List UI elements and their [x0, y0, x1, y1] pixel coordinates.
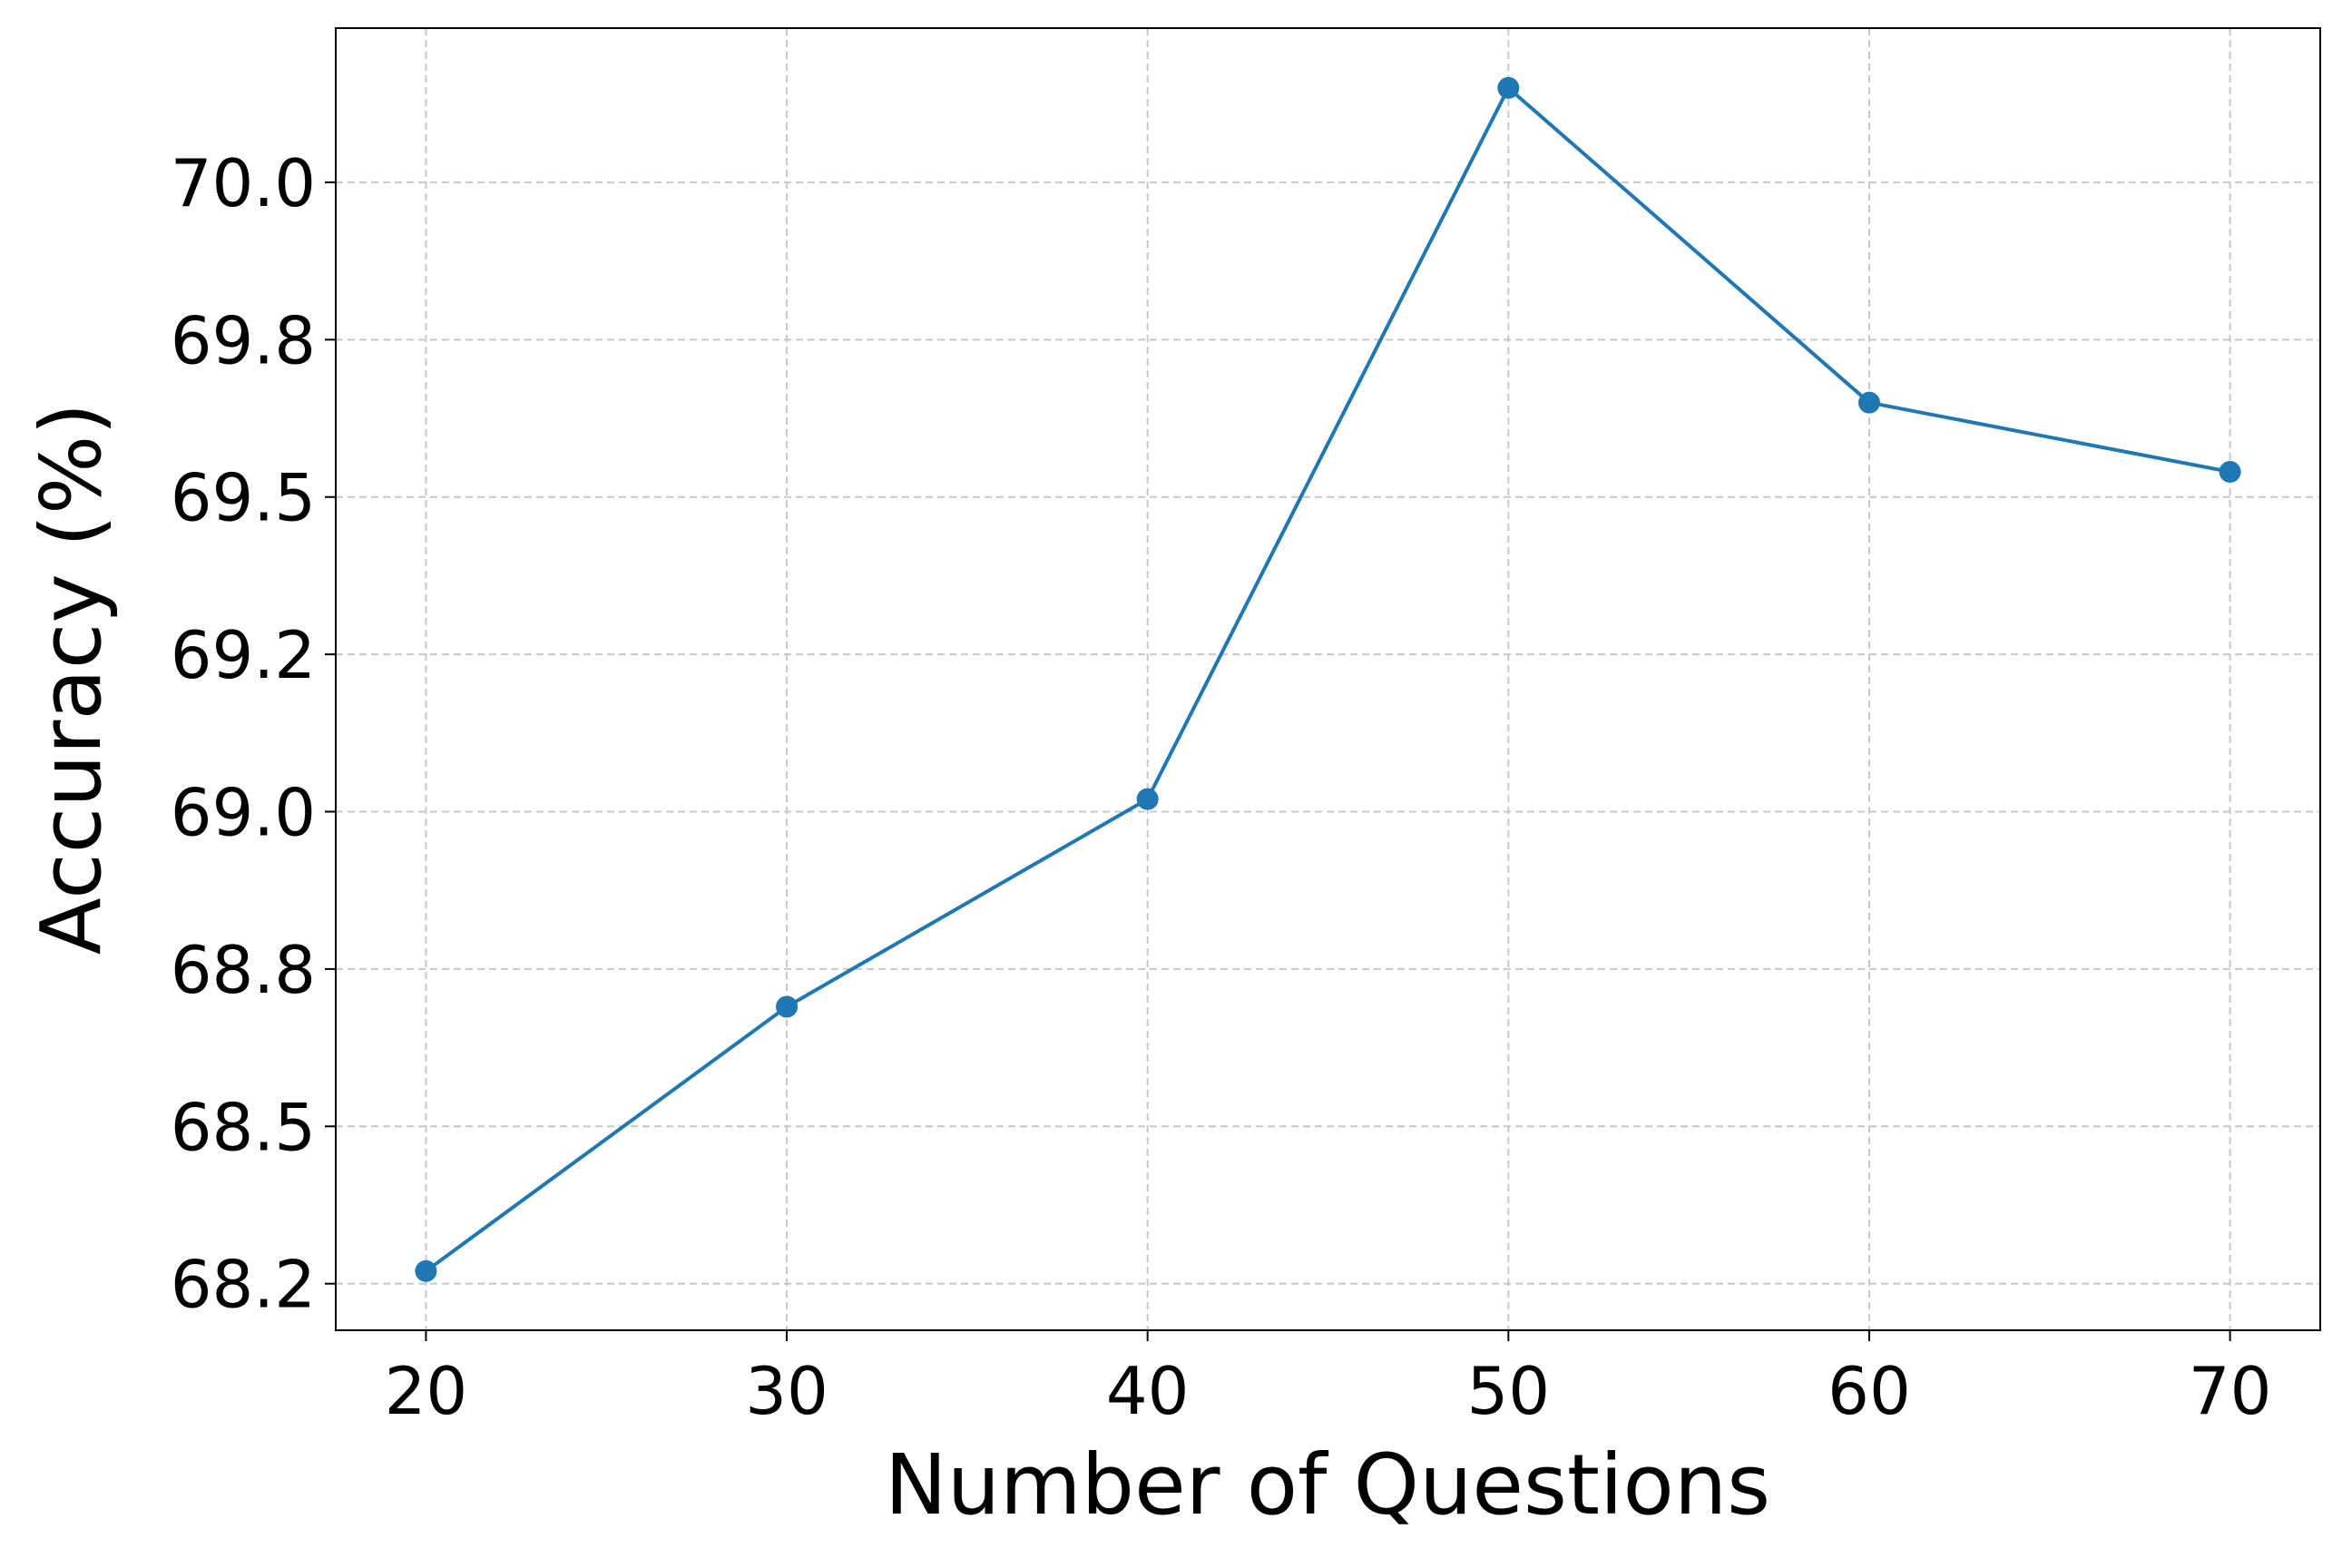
y-axis-label: Accuracy (%)	[23, 403, 120, 955]
y-tick-label: 69.5	[171, 460, 316, 536]
x-tick-label: 60	[1828, 1353, 1911, 1429]
plot-frame	[335, 27, 2321, 1331]
y-tick-label: 69.2	[171, 617, 316, 693]
y-tick-label: 69.0	[171, 774, 316, 850]
y-tick-label: 68.2	[171, 1247, 316, 1323]
x-tick-label: 20	[385, 1353, 468, 1429]
marker	[415, 1259, 437, 1282]
line	[425, 84, 2230, 1273]
marker	[776, 995, 799, 1018]
x-tick-label: 40	[1106, 1353, 1190, 1429]
x-tick-label: 50	[1467, 1353, 1551, 1429]
x-tick-label: 70	[2189, 1353, 2272, 1429]
y-tick-label: 68.8	[171, 932, 316, 1008]
y-tick-label: 68.5	[171, 1089, 316, 1165]
marker	[1136, 788, 1159, 810]
marker	[1857, 391, 1880, 414]
x-tick-label: 30	[745, 1353, 828, 1429]
marker	[2219, 460, 2241, 483]
x-axis-label: Number of Questions	[885, 1436, 1770, 1534]
marker	[1497, 76, 1520, 99]
y-tick-label: 69.8	[171, 302, 316, 378]
y-tick-label: 70.0	[171, 145, 316, 221]
